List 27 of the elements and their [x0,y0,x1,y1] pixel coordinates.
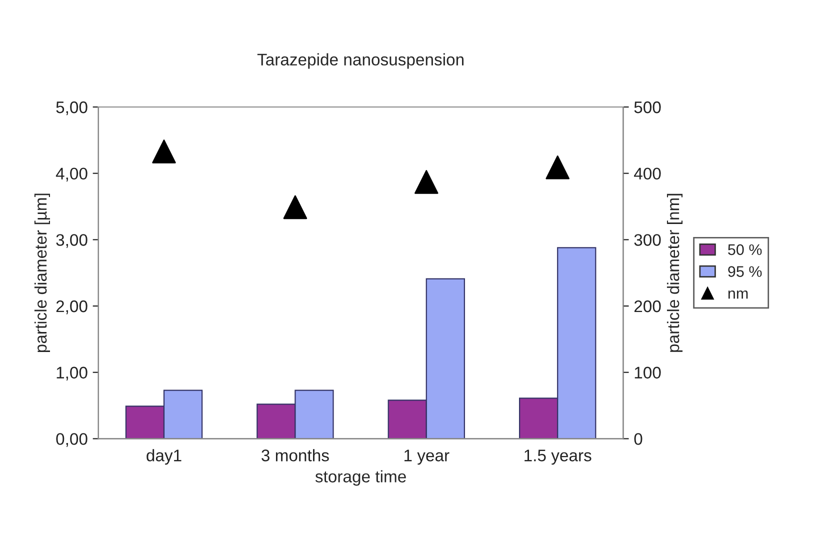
legend-label: 50 % [728,244,762,256]
x-tick-label: 1.5 years [524,450,592,465]
point [152,140,176,164]
legend-label: 95 % [728,266,762,277]
y2-tick-label: 300 [634,234,661,246]
y2-tick-label: 200 [634,300,661,312]
y2-tick-label: 0 [634,433,642,445]
y-axis-title: particle diameter [µm] [34,194,50,352]
y-tick-label: 5,00 [56,101,88,116]
point [414,170,438,194]
y-tick-label: 3,00 [56,234,88,248]
x-tick-label: 1 year [404,450,450,465]
x-axis-title: storage time [315,470,406,486]
chart-title: Tarazepide nanosuspension [257,53,464,69]
point [546,155,570,180]
y-tick-label: 4,00 [56,168,88,182]
y2-tick-label: 100 [634,366,661,379]
y2-axis-title: particle diameter [nm] [666,194,683,352]
legend-label: nm [728,290,748,299]
y-tick-label: 0,00 [56,433,88,447]
point [283,195,308,220]
x-tick-label: day1 [146,449,182,465]
y2-tick-label: 400 [634,168,661,180]
y-tick-label: 2,00 [56,300,88,314]
x-tick-label: 3 months [262,449,329,462]
y-tick-label: 1,00 [56,366,88,381]
y2-tick-label: 500 [634,101,661,114]
